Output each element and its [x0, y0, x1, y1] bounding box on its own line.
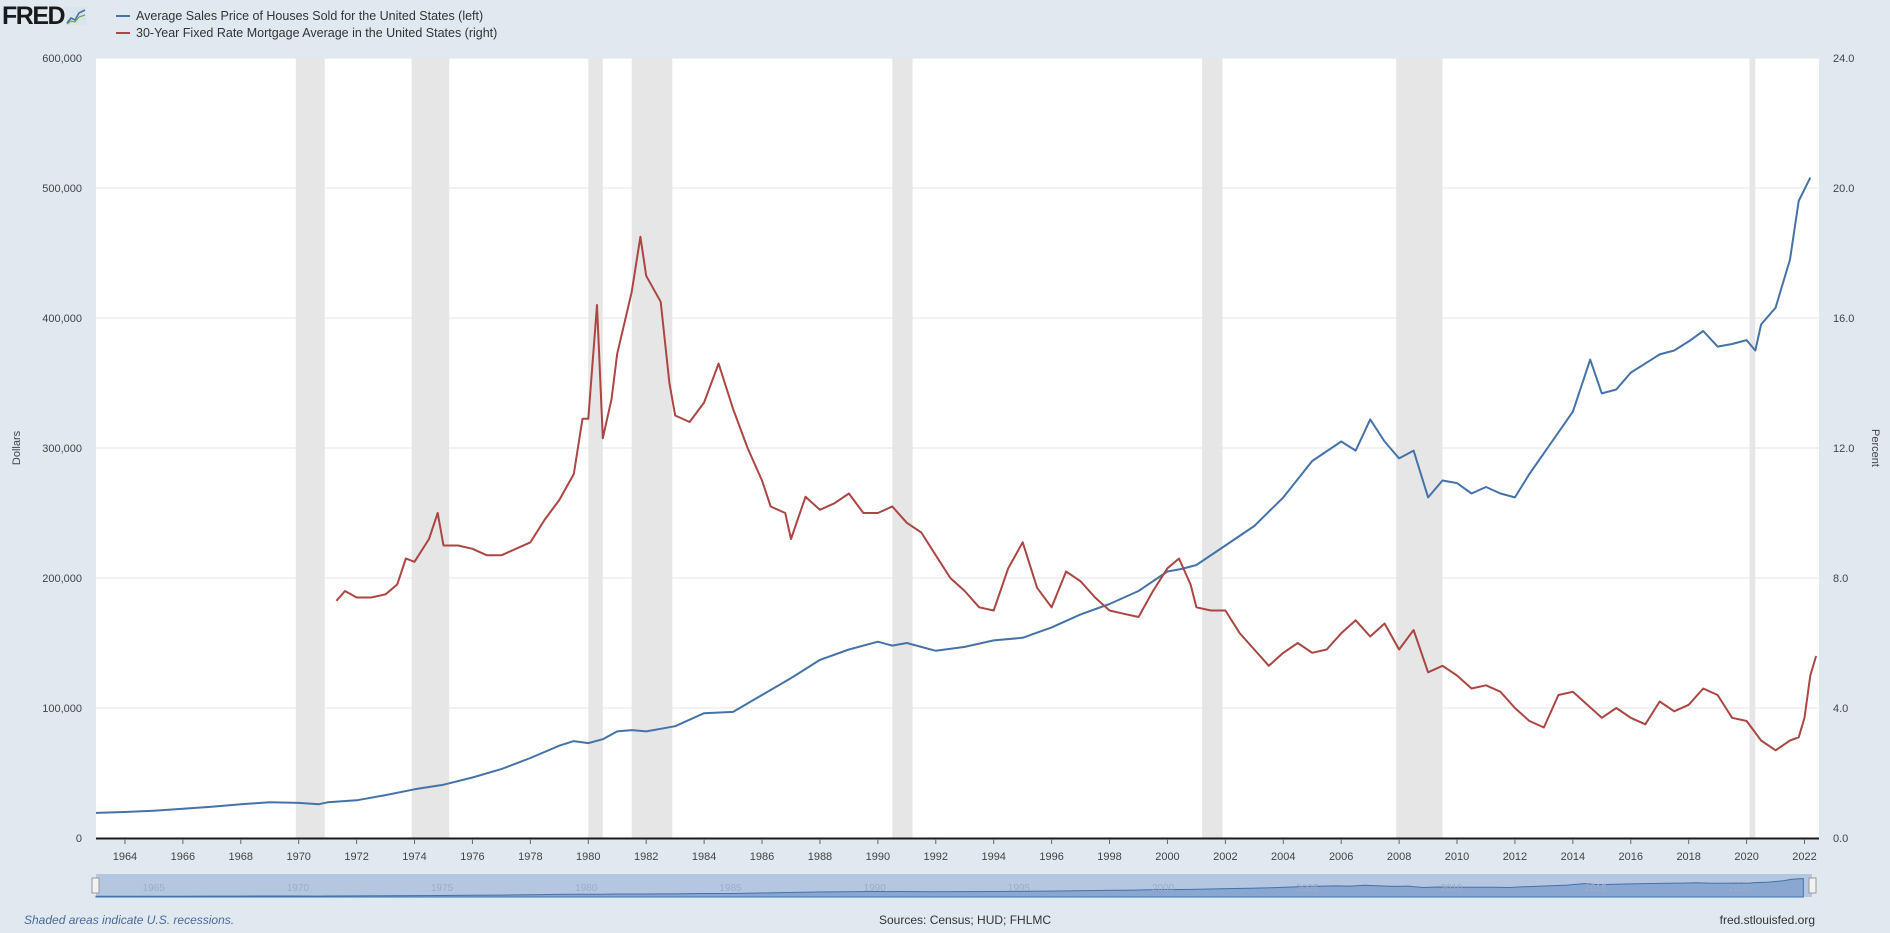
x-tick-label: 2000 [1155, 851, 1179, 863]
y-tick-label: 300,000 [42, 443, 82, 455]
x-tick-label: 2022 [1792, 851, 1816, 863]
x-tick-label: 1994 [981, 851, 1005, 863]
x-tick-label: 1988 [808, 851, 832, 863]
navigator-tick-label: 2000 [1152, 883, 1175, 894]
x-tick-label: 2018 [1676, 851, 1700, 863]
y-tick-label: 0 [76, 833, 82, 845]
x-tick-label: 1984 [692, 851, 716, 863]
y2-tick-label: 20.0 [1833, 183, 1854, 195]
x-tick-label: 2012 [1503, 851, 1527, 863]
navigator-tick-label: 1990 [864, 883, 887, 894]
navigator-tick-label: 2010 [1440, 883, 1463, 894]
x-tick-label: 2004 [1271, 851, 1295, 863]
legend-entry-mortgage-rate[interactable]: 30-Year Fixed Rate Mortgage Average in t… [116, 26, 497, 40]
navigator-tick-label: 1975 [431, 883, 454, 894]
recession-note: Shaded areas indicate U.S. recessions. [24, 913, 235, 927]
legend-swatch-mortgage-rate [116, 32, 130, 34]
y-tick-label: 100,000 [42, 703, 82, 715]
navigator-handle-right[interactable] [1808, 877, 1817, 894]
x-tick-label: 1986 [750, 851, 774, 863]
x-tick-label: 1964 [113, 851, 137, 863]
y2-tick-label: 16.0 [1833, 313, 1854, 325]
x-tick-label: 2016 [1619, 851, 1643, 863]
y2-tick-label: 12.0 [1833, 443, 1854, 455]
navigator-tick-label: 1970 [287, 883, 310, 894]
navigator-tick-label: 1965 [143, 883, 166, 894]
navigator-tick-label: 2015 [1585, 883, 1608, 894]
navigator-handle-left[interactable] [91, 877, 100, 894]
x-tick-label: 1982 [634, 851, 658, 863]
y2-tick-label: 0.0 [1833, 833, 1848, 845]
x-tick-label: 1978 [518, 851, 542, 863]
x-tick-label: 2002 [1213, 851, 1237, 863]
y2-tick-label: 8.0 [1833, 573, 1848, 585]
x-tick-label: 1996 [1039, 851, 1063, 863]
fred-logo-text: FRED [2, 1, 66, 30]
legend-entry-house-price[interactable]: Average Sales Price of Houses Sold for t… [116, 9, 483, 23]
chart-header: FRED Average Sales Price of Houses Sold … [0, 0, 1890, 50]
x-tick-label: 2010 [1445, 851, 1469, 863]
legend-label-house-price: Average Sales Price of Houses Sold for t… [136, 9, 484, 23]
y-tick-label: 500,000 [42, 183, 82, 195]
navigator-tick-label: 1980 [575, 883, 598, 894]
x-tick-label: 1972 [344, 851, 368, 863]
fred-logo[interactable]: FRED [2, 1, 87, 30]
navigator-tick-label: 2020 [1729, 883, 1752, 894]
x-tick-label: 1976 [460, 851, 484, 863]
x-tick-label: 1992 [924, 851, 948, 863]
x-tick-label: 1980 [576, 851, 600, 863]
x-tick-label: 1974 [402, 851, 426, 863]
site-link[interactable]: fred.stlouisfed.org [1719, 913, 1815, 927]
navigator-tick-label: 1995 [1008, 883, 1031, 894]
x-tick-label: 2014 [1561, 851, 1585, 863]
y2-tick-label: 4.0 [1833, 703, 1848, 715]
x-tick-label: 1966 [171, 851, 195, 863]
x-tick-label: 2008 [1387, 851, 1411, 863]
x-tick-label: 1998 [1097, 851, 1121, 863]
navigator-series [95, 877, 1804, 898]
x-tick-label: 1990 [866, 851, 890, 863]
y-tick-label: 200,000 [42, 573, 82, 585]
y-tick-label: 600,000 [42, 53, 82, 65]
y-axis-title: Dollars [11, 430, 23, 465]
sources-text: Sources: Census; HUD; FHLMC [879, 913, 1052, 927]
x-tick-label: 1970 [286, 851, 310, 863]
series-line-house-price[interactable] [95, 177, 1812, 814]
navigator-tick-label: 2005 [1296, 883, 1319, 894]
graph-logo-icon [66, 7, 87, 25]
y-tick-label: 400,000 [42, 313, 82, 325]
x-tick-label: 2020 [1734, 851, 1758, 863]
navigator-tick-label: 1985 [719, 883, 742, 894]
legend-label-mortgage-rate: 30-Year Fixed Rate Mortgage Average in t… [136, 26, 498, 40]
legend-swatch-house-price [116, 15, 130, 17]
x-tick-label: 2006 [1329, 851, 1353, 863]
x-tick-label: 1968 [229, 851, 253, 863]
y2-axis-title: Percent [1869, 429, 1881, 467]
y2-tick-label: 24.0 [1833, 53, 1854, 65]
series-line-mortgage-rate[interactable] [335, 235, 1818, 752]
